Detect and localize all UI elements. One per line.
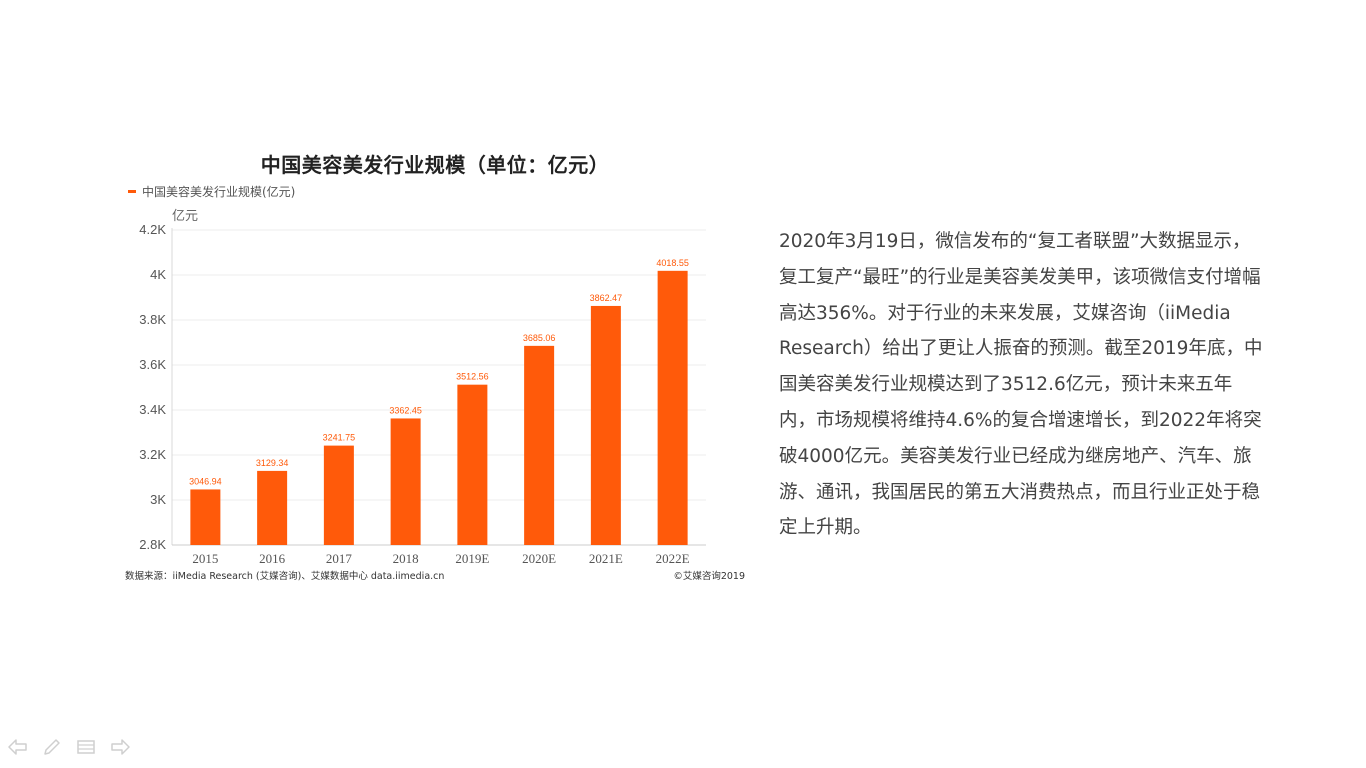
pen-icon (44, 739, 60, 755)
chart-title: 中国美容美发行业规模（单位：亿元） (260, 153, 610, 177)
bar (457, 384, 488, 545)
body-paragraph: 2020年3月19日，微信发布的“复工者联盟”大数据显示，复工复产“最旺”的行业… (779, 231, 1263, 539)
y-tick-label: 2.8K (139, 537, 166, 552)
bar-value-label: 3046.94 (189, 476, 222, 486)
bar (190, 489, 221, 545)
x-tick-label: 2022E (656, 551, 690, 566)
chart-copyright: ©艾媒咨询2019 (673, 571, 745, 582)
y-tick-label: 4.2K (139, 222, 166, 237)
y-tick-label: 3.6K (139, 357, 166, 372)
y-tick-label: 3.4K (139, 402, 166, 417)
bar (590, 305, 621, 545)
menu-icon (77, 740, 95, 754)
x-tick-label: 2017 (326, 551, 353, 566)
bar (390, 418, 421, 545)
x-tick-label: 2021E (589, 551, 623, 566)
x-tick-label: 2015 (192, 551, 218, 566)
bar-value-label: 3685.06 (523, 333, 556, 343)
legend-swatch (128, 190, 136, 193)
pen-tool-button[interactable] (40, 737, 64, 757)
y-tick-label: 3K (150, 492, 166, 507)
bar-value-label: 3129.34 (256, 458, 289, 468)
arrow-left-icon (8, 739, 27, 755)
bar-value-label: 3241.75 (323, 433, 356, 443)
bar (323, 445, 354, 545)
y-axis-unit-label: 亿元 (172, 209, 199, 224)
slide-menu-button[interactable] (74, 737, 98, 757)
arrow-right-icon (111, 739, 130, 755)
bar (524, 345, 555, 545)
chart-legend: 中国美容美发行业规模(亿元) (128, 183, 295, 200)
bar-value-label: 4018.55 (656, 258, 689, 268)
bar-value-label: 3362.45 (389, 405, 422, 415)
x-tick-label: 2016 (259, 551, 286, 566)
slide-nav-toolbar (6, 737, 132, 757)
bar-value-label: 3512.56 (456, 372, 489, 382)
prev-slide-button[interactable] (6, 737, 30, 757)
next-slide-button[interactable] (108, 737, 132, 757)
bar (257, 470, 288, 545)
x-tick-label: 2019E (455, 551, 489, 566)
bar (657, 270, 688, 545)
y-tick-label: 3.8K (139, 312, 166, 327)
chart-figure: 中国美容美发行业规模（单位：亿元） 中国美容美发行业规模(亿元) 亿元 2.8K… (120, 145, 750, 590)
x-tick-label: 2020E (522, 551, 556, 566)
bar-value-label: 3862.47 (590, 293, 623, 303)
y-tick-label: 4K (150, 267, 166, 282)
x-tick-label: 2018 (393, 551, 419, 566)
legend-label: 中国美容美发行业规模(亿元) (142, 185, 296, 199)
y-tick-label: 3.2K (139, 447, 166, 462)
bar-chart: 2.8K 3K 3.2K 3.4K 3.6K 3.8K 4K 4.2K 3046.94 2015 3… (139, 222, 706, 566)
chart-source: 数据来源：iiMedia Research (艾媒咨询)、艾媒数据中心 data… (125, 571, 445, 582)
